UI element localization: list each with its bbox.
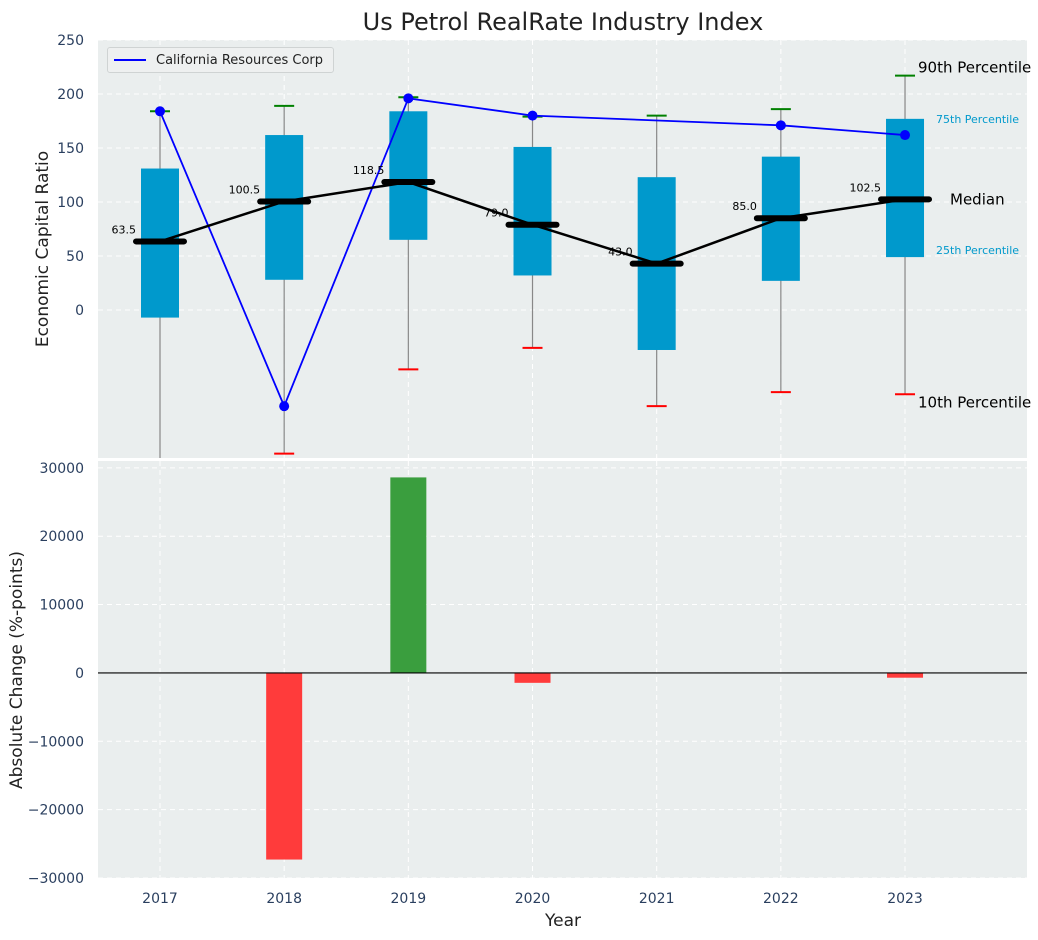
- bottom-plot-area: [98, 461, 1027, 878]
- median-line-group: 63.5 100.5 118.5 79.0 43.0 85.0 102.5: [112, 164, 933, 267]
- bottom-y-tick-label: 10000: [39, 598, 84, 614]
- median-value-label: 100.5: [229, 183, 261, 196]
- bottom-y-tick-label: 0: [75, 666, 84, 682]
- change-bar: [390, 477, 427, 673]
- change-bars: [98, 477, 1027, 860]
- top-y-tick-labels: 0 50 100 150 200 250: [57, 33, 84, 319]
- company-series: [155, 93, 911, 412]
- x-tick-label: 2022: [763, 891, 799, 907]
- annotation-75th-percentile: 75th Percentile: [936, 113, 1019, 126]
- x-tick-label: 2018: [266, 891, 302, 907]
- percentile-annotations: 90th Percentile 75th Percentile Median 25th…: [918, 59, 1031, 412]
- bottom-y-tick-label: 20000: [39, 529, 84, 545]
- company-series-point: [155, 106, 165, 117]
- x-tick-label: 2020: [515, 891, 551, 907]
- top-y-tick-label: 0: [75, 303, 84, 319]
- company-series-point: [403, 93, 414, 104]
- bottom-y-axis-label: Absolute Change (%-points): [7, 551, 27, 789]
- x-tick-label: 2017: [142, 891, 178, 907]
- top-y-tick-label: 250: [57, 33, 84, 49]
- iqr-box: [886, 118, 925, 258]
- top-y-axis-label: Economic Capital Ratio: [33, 151, 53, 347]
- bottom-y-tick-label: 30000: [39, 461, 84, 477]
- annotation-90th-percentile: 90th Percentile: [918, 59, 1031, 77]
- annotation-median: Median: [950, 190, 1005, 208]
- chart-title: Us Petrol RealRate Industry Index: [363, 8, 764, 36]
- bottom-y-tick-label: −10000: [28, 734, 84, 750]
- annotation-10th-percentile: 10th Percentile: [918, 393, 1031, 411]
- top-plot-area: [98, 40, 1027, 458]
- x-axis-label: Year: [544, 911, 581, 931]
- change-bar: [887, 672, 924, 678]
- iqr-box: [265, 135, 304, 280]
- median-value-label: 118.5: [353, 164, 385, 177]
- company-series-point: [279, 401, 290, 412]
- company-series-line: [159, 97, 906, 409]
- legend: California Resources Corp: [107, 47, 335, 73]
- x-tick-label: 2021: [639, 891, 675, 907]
- change-bar: [514, 672, 551, 683]
- median-value-label: 79.0: [484, 207, 509, 220]
- company-series-point: [527, 110, 538, 121]
- median-value-label: 63.5: [112, 223, 137, 236]
- median-value-label: 102.5: [850, 181, 882, 194]
- x-tick-label: 2023: [887, 891, 923, 907]
- x-tick-labels: 2017 2018 2019 2020 2021 2022 2023: [142, 891, 923, 907]
- top-y-tick-label: 150: [57, 141, 84, 157]
- median-value-label: 85.0: [732, 200, 757, 213]
- top-y-tick-label: 200: [57, 87, 84, 103]
- iqr-box: [389, 111, 428, 240]
- change-bar: [266, 672, 303, 860]
- legend-label: California Resources Corp: [156, 52, 324, 68]
- company-series-point: [775, 120, 786, 131]
- company-series-point: [900, 130, 911, 141]
- top-y-tick-label: 50: [66, 249, 84, 265]
- legend-line-swatch: [114, 59, 146, 61]
- bottom-y-tick-label: −30000: [28, 871, 84, 887]
- bottom-y-tick-labels: −30000 −20000 −10000 0 10000 20000 30000: [28, 461, 84, 887]
- median-value-label: 43.0: [608, 246, 633, 259]
- annotation-25th-percentile: 25th Percentile: [936, 244, 1019, 257]
- bottom-y-tick-label: −20000: [28, 803, 84, 819]
- x-tick-label: 2019: [391, 891, 427, 907]
- iqr-box: [513, 146, 552, 276]
- top-y-tick-label: 100: [57, 195, 84, 211]
